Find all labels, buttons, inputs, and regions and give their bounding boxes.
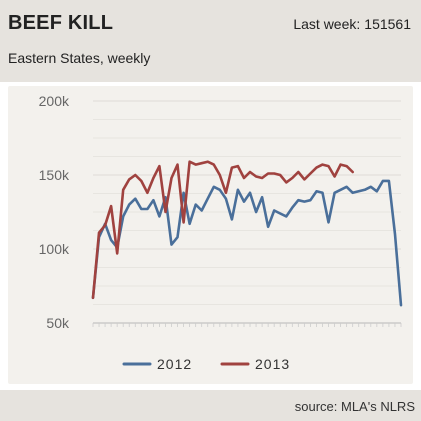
legend-label: 2013 bbox=[255, 356, 290, 372]
line-chart: 50k 100k 150k 200k 2012 2013 bbox=[39, 93, 403, 372]
y-tick-label: 100k bbox=[39, 241, 70, 257]
legend-item-2013: 2013 bbox=[220, 356, 290, 372]
chart-title: BEEF KILL bbox=[8, 12, 114, 34]
y-tick-label: 150k bbox=[39, 167, 70, 183]
chart-header: BEEF KILL Last week: 151561 Eastern State… bbox=[0, 0, 421, 80]
legend: 2012 2013 bbox=[122, 356, 290, 372]
series-line-2013 bbox=[91, 160, 355, 300]
chart-footer: source: MLA's NLRS bbox=[0, 392, 421, 421]
y-axis-labels: 50k 100k 150k 200k bbox=[39, 93, 70, 331]
gridlines bbox=[93, 100, 401, 324]
y-tick-label: 200k bbox=[39, 93, 70, 109]
series-line-2012 bbox=[91, 179, 403, 307]
series-lines bbox=[91, 160, 403, 307]
last-week-value: 151561 bbox=[364, 16, 411, 32]
chart-panel: 50k 100k 150k 200k 2012 2013 bbox=[0, 82, 421, 390]
last-week-readout: Last week: 151561 bbox=[289, 16, 411, 32]
plot-background bbox=[8, 86, 413, 384]
source-note: source: MLA's NLRS bbox=[294, 399, 415, 414]
y-tick-label: 50k bbox=[46, 315, 70, 331]
last-week-label: Last week: bbox=[293, 16, 361, 32]
chart-subtitle: Eastern States, weekly bbox=[8, 50, 151, 66]
x-axis bbox=[92, 322, 402, 327]
legend-label: 2012 bbox=[157, 356, 192, 372]
legend-item-2012: 2012 bbox=[122, 356, 192, 372]
